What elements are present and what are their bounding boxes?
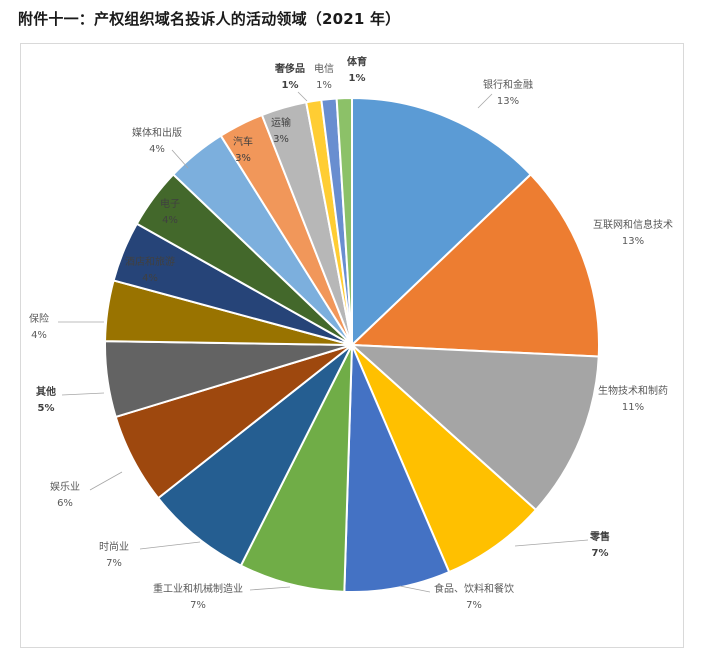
slice-name-label: 食品、饮料和餐饮 [434,582,514,595]
slice-percent-label: 7% [592,548,609,559]
slice-percent-label: 4% [162,215,178,226]
slice-percent-label: 6% [57,498,73,509]
pie-slice [351,96,533,348]
slice-percent-label: 4% [149,144,165,155]
slice-percent-label: 4% [142,273,158,284]
pie-slice [335,96,353,346]
pie-slice [156,344,353,567]
slice-name-label: 重工业和机械制造业 [153,582,243,595]
pie-slice [239,344,353,593]
slice-name-label: 酒店和旅游 [125,255,175,268]
slice-percent-label: 5% [38,403,55,414]
slice-name-label: 生物技术和制药 [598,384,668,397]
slice-percent-label: 1% [349,73,366,84]
leader-line [61,392,105,396]
slice-percent-label: 1% [282,80,299,91]
slice-percent-label: 1% [316,80,332,91]
slice-percent-label: 13% [497,96,519,107]
leader-line [297,91,308,102]
slice-percent-label: 4% [31,330,47,341]
pie-slice [349,173,600,358]
slice-name-label: 运输 [271,116,291,129]
leader-line [399,585,431,593]
slice-percent-label: 7% [466,600,482,611]
page-title: 附件十一：产权组织域名投诉人的活动领域（2021 年） [18,10,401,28]
leader-line [139,541,201,550]
slice-name-label: 保险 [29,312,49,325]
slice-name-label: 娱乐业 [50,480,80,493]
leader-line [514,539,589,547]
pie-slice [349,343,600,512]
leader-line [249,586,291,591]
slice-name-label: 银行和金融 [483,78,533,91]
leader-line [89,471,123,491]
slice-name-label: 时尚业 [99,540,129,553]
leader-line [171,149,189,169]
slice-name-label: 电子 [160,197,180,210]
slice-name-label: 汽车 [233,135,253,148]
slice-percent-label: 7% [190,600,206,611]
pie-slices [104,96,600,593]
pie-slice [343,344,451,593]
leader-line [477,93,493,109]
slice-percent-label: 11% [622,402,644,413]
leader-lines [58,91,589,593]
slice-percent-label: 7% [106,558,122,569]
slice-percent-label: 3% [235,153,251,164]
chart-frame [20,43,684,648]
slice-name-label: 零售 [589,530,610,543]
slice-name-label: 其他 [36,385,56,398]
slice-percent-label: 3% [273,134,289,145]
slice-name-label: 媒体和出版 [132,126,182,139]
slice-labels: 银行和金融 13% 互联网和信息技术 13% 生物技术和制药 11% 零售 7% 食品、饮料和餐… [29,55,673,611]
slice-name-label: 体育 [347,55,367,68]
slice-name-label: 电信 [314,62,334,75]
pie-slice [351,344,538,574]
slice-name-label: 奢侈品 [274,62,305,75]
slice-percent-label: 13% [622,236,644,247]
slice-name-label: 互联网和信息技术 [593,218,673,231]
